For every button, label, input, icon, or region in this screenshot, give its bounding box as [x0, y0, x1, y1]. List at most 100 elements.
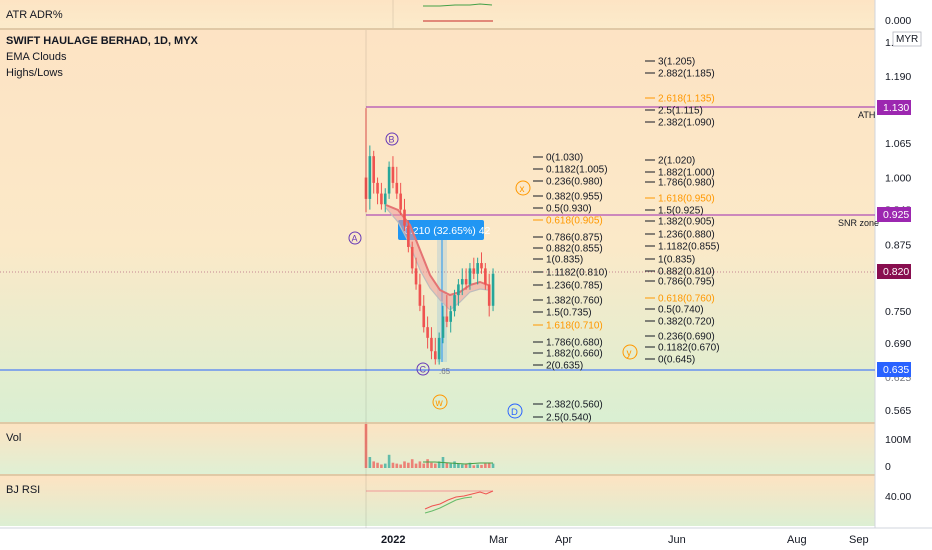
fib-level-label: 0.882(0.810) [658, 267, 715, 278]
wave-label-x-text: x [520, 184, 525, 195]
badge-last-text: 0.820 [883, 266, 909, 278]
volume-bar [468, 462, 472, 468]
candle-body [395, 182, 399, 194]
fib-level-label: 0.236(0.690) [658, 332, 715, 343]
wave-label-y-text: y [627, 348, 632, 359]
wave-label-y[interactable] [622, 344, 638, 360]
wave-label-x[interactable] [515, 180, 531, 196]
badge-ath-text: 1.130 [883, 102, 909, 114]
fib-level-label: 1.236(0.785) [546, 281, 603, 292]
candle-body [434, 351, 437, 360]
wave-label-w[interactable] [432, 394, 448, 410]
fib-level-label: 0.236(0.980) [546, 177, 603, 188]
volume-bar [372, 461, 375, 468]
volume-bars [364, 424, 495, 468]
candle-body [372, 156, 375, 183]
candle-body [468, 268, 472, 285]
top-panel-bg [0, 0, 875, 28]
fib-levels-col1: 0(1.030)0.1182(1.005)0.236(0.980) 0.382(0… [533, 153, 608, 424]
currency-frame[interactable] [892, 31, 922, 47]
fib-level-label: 0.5(0.930) [546, 204, 592, 215]
wave-label-b-text: B [389, 135, 395, 145]
volume-bar [418, 461, 422, 468]
rsi-line [424, 490, 494, 510]
candle-body [380, 193, 383, 205]
low-label: .65 [439, 367, 451, 376]
fib-level-label: 3(1.205) [658, 57, 695, 68]
badge-low [877, 362, 911, 377]
fib-level-label: 1.882(1.000) [658, 168, 715, 179]
top-panel-title: ATR ADR% [6, 9, 63, 21]
rsi-tick-40: 40.00 [885, 491, 911, 503]
axis-tick-label: 0.565 [885, 405, 911, 417]
fib-level-label: 0(0.645) [658, 355, 695, 366]
fib-level-label: 1(0.835) [546, 255, 583, 266]
candle-body [453, 295, 456, 312]
volume-bar [368, 457, 372, 468]
badge-low-text: 0.635 [883, 364, 909, 376]
fib-level-label: 1.1182(0.855) [658, 242, 720, 253]
volume-bar [480, 464, 483, 468]
fib-level-label: 0.882(0.855) [546, 244, 603, 255]
wave-label-d[interactable] [507, 403, 523, 419]
volume-bar [430, 462, 433, 468]
snr-label: SNR zone [838, 218, 879, 228]
fib-level-label: 1.1182(0.810) [546, 268, 608, 279]
candle-body [410, 247, 414, 269]
candle-body [403, 209, 406, 226]
ema-slow-line [385, 207, 489, 311]
candle-body [472, 268, 476, 274]
vol-tick-0: 0 [885, 461, 891, 473]
volume-bar [457, 463, 460, 468]
candle-body [368, 156, 372, 199]
volume-bar [460, 464, 464, 468]
volume-bar [391, 462, 395, 468]
candles [364, 108, 495, 365]
fib-level-label: 0.1182(1.005) [546, 165, 608, 176]
vol-panel-bg [0, 424, 875, 474]
indicator-highs-lows[interactable]: Highs/Lows [6, 67, 63, 79]
fib-level-label: 0.5(0.740) [658, 305, 704, 316]
candle-body [391, 166, 395, 183]
candle-body [383, 193, 387, 205]
axis-tick-label: 1.000 [885, 173, 911, 185]
candle-body [422, 305, 426, 328]
candle-body [460, 279, 464, 285]
volume-bar [414, 463, 418, 468]
axis-tick-label: 0.875 [885, 239, 911, 251]
candle-body [480, 263, 483, 269]
fib-level-label: 1.236(0.880) [658, 230, 715, 241]
volume-bar [476, 464, 479, 468]
time-label-sep: Sep [849, 534, 869, 546]
fib-level-label: 1.618(0.710) [546, 321, 603, 332]
time-axis-bg [0, 528, 932, 550]
fib-level-label: 2(0.635) [546, 361, 583, 372]
volume-bar [395, 463, 399, 468]
axis-tick-label: 0.690 [885, 338, 911, 350]
candle-body [426, 327, 429, 338]
symbol-title: SWIFT HAULAGE BERHAD, 1D, MYX [6, 35, 199, 47]
time-label-mar: Mar [489, 534, 508, 546]
badge-ath [877, 100, 911, 115]
wave-label-c[interactable] [416, 362, 430, 376]
wave-label-b[interactable] [385, 132, 399, 146]
wave-label-a[interactable] [348, 231, 362, 245]
fib-level-label: 0.382(0.955) [546, 192, 603, 203]
rsi-line-secondary [424, 496, 473, 514]
fib-level-label: 1.382(0.905) [658, 217, 715, 228]
ema-fast-line [385, 204, 489, 297]
candle-body [430, 337, 433, 352]
badge-snr-text: 0.925 [883, 209, 909, 221]
badge-snr [877, 207, 911, 222]
fib-level-label: 0.1182(0.670) [658, 343, 720, 354]
volume-bar [407, 462, 410, 468]
top-panel-value: 0.000 [885, 15, 911, 27]
indicator-ema-clouds[interactable]: EMA Clouds [6, 51, 67, 63]
volume-bar [434, 463, 437, 468]
volume-bar [464, 463, 468, 468]
volume-bar [437, 461, 441, 468]
measure-label-bg [398, 220, 484, 240]
ema-cloud [385, 204, 489, 311]
fib-level-label: 2.5(1.115) [658, 106, 703, 117]
vol-tick-100m: 100M [885, 434, 911, 446]
